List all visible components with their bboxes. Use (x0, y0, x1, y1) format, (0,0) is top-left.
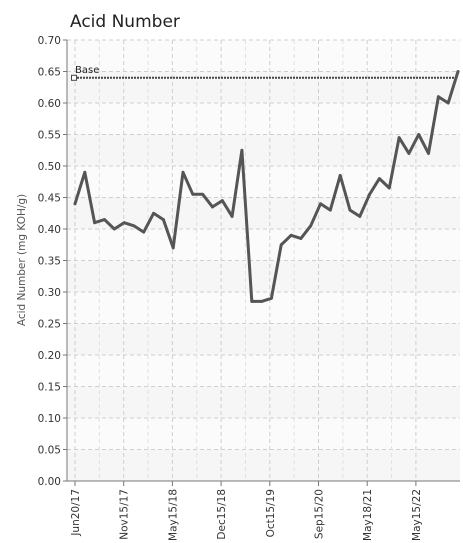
x-tick-label: Nov15/17 (119, 489, 131, 540)
y-tick-label: 0.00 (38, 476, 61, 488)
data-point (319, 202, 322, 206)
data-point (368, 192, 372, 196)
x-tick-label: Oct15/19 (265, 489, 277, 537)
plot-band (67, 449, 460, 481)
series-group (73, 70, 460, 303)
data-point (93, 221, 97, 225)
y-tick-label: 0.60 (38, 98, 61, 110)
data-point (397, 136, 401, 140)
y-tick-label: 0.55 (38, 130, 61, 142)
data-point (270, 296, 273, 300)
data-point (191, 192, 195, 196)
y-tick-label: 0.65 (38, 67, 61, 79)
data-point (122, 221, 126, 225)
data-point (250, 300, 254, 303)
data-point (417, 133, 421, 136)
y-tick-label: 0.05 (38, 445, 61, 457)
x-axis-ticks: Jun20/17 Nov15/17 May15/18 Dec15/18 Oct15/19… (70, 481, 423, 541)
y-tick-label: 0.50 (38, 161, 61, 173)
data-point (161, 218, 165, 221)
gridlines (67, 39, 460, 482)
data-point (348, 208, 352, 212)
data-point (220, 199, 224, 203)
data-point (338, 174, 342, 177)
chart-title: Acid Number (70, 12, 180, 32)
x-tick-label: May15/22 (411, 489, 423, 541)
plot-band (67, 355, 460, 387)
data-point (152, 211, 155, 215)
plot-band (67, 71, 460, 103)
data-point (446, 101, 450, 105)
y-tick-label: 0.70 (38, 35, 61, 47)
data-point (142, 230, 146, 234)
data-point (289, 233, 293, 237)
plot-band (67, 418, 460, 450)
plot-band (67, 103, 460, 135)
plot-band (67, 323, 460, 355)
x-tick-label: May18/21 (362, 489, 374, 541)
data-point (358, 215, 362, 218)
data-point (103, 218, 106, 221)
plot-band (67, 386, 460, 418)
data-point (299, 237, 303, 240)
plot-band (67, 229, 460, 261)
data-point (328, 208, 332, 212)
y-tick-label: 0.15 (38, 382, 61, 394)
data-point (240, 148, 244, 152)
y-tick-label: 0.45 (38, 193, 61, 205)
data-point (112, 227, 116, 231)
baseline-marker (71, 74, 77, 81)
data-point (201, 192, 205, 196)
data-point (230, 215, 234, 218)
baseline-label: Base (75, 65, 99, 76)
y-tick-label: 0.40 (38, 224, 61, 236)
data-point (456, 70, 460, 73)
y-tick-label: 0.25 (38, 319, 61, 331)
plot-band (67, 40, 460, 72)
data-point (83, 170, 87, 174)
plot-band (67, 197, 460, 229)
data-point (211, 205, 214, 209)
baseline-group: Base (71, 65, 458, 81)
plot-band (67, 292, 460, 324)
data-point (279, 243, 283, 247)
y-axis-label: Acid Number (mg KOH/g) (16, 194, 28, 326)
data-point (436, 95, 440, 99)
plot-band (67, 260, 460, 292)
y-tick-label: 0.35 (38, 256, 61, 268)
y-tick-label: 0.20 (38, 350, 61, 362)
x-tick-label: Jun20/17 (70, 489, 82, 537)
y-axis-ticks: 0.00 0.05 0.10 0.15 0.20 0.25 0.30 0.35 0.40 0.45… (38, 35, 67, 488)
data-point (309, 224, 313, 228)
data-point (181, 170, 185, 174)
data-point (260, 300, 263, 303)
data-point (132, 224, 136, 228)
data-point (407, 152, 411, 155)
data-point (171, 246, 175, 250)
data-point (387, 186, 391, 190)
series-line (73, 70, 460, 303)
data-point (73, 202, 77, 206)
y-tick-label: 0.30 (38, 287, 61, 299)
data-point (378, 177, 381, 181)
data-point (427, 152, 430, 155)
plot-band (67, 166, 460, 198)
plot-background-bands (67, 40, 460, 481)
x-tick-label: Dec15/18 (216, 489, 228, 540)
y-tick-label: 0.10 (38, 413, 61, 425)
x-tick-label: Sep15/20 (314, 489, 326, 539)
x-tick-label: May15/18 (167, 489, 179, 541)
